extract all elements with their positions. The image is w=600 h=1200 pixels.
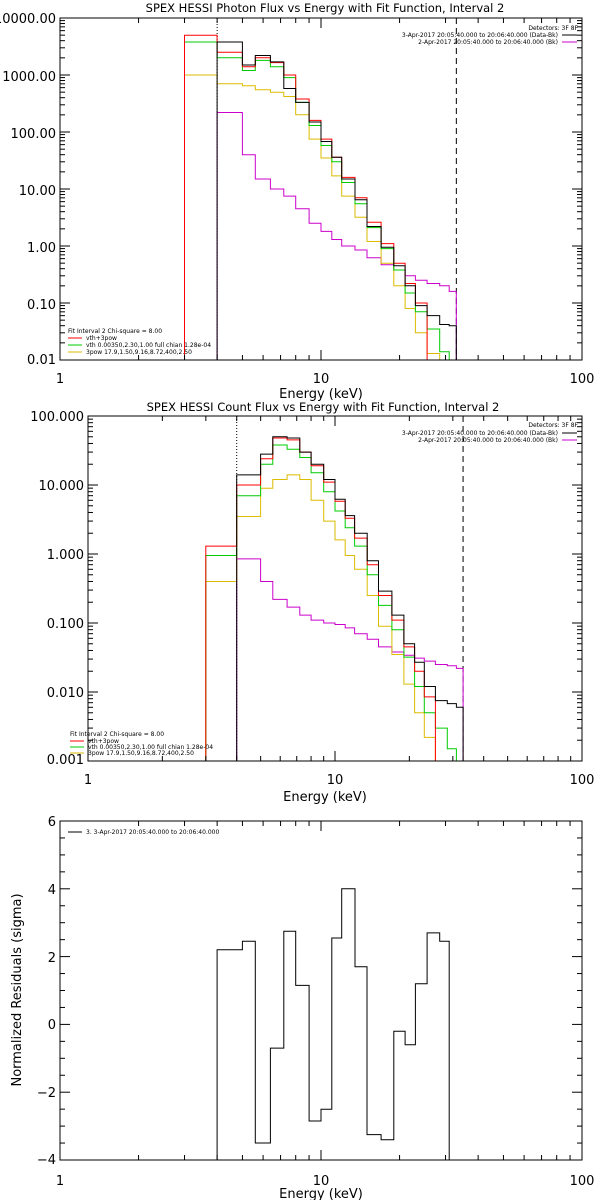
photon-flux-fit-label: vth+3pow — [86, 335, 117, 342]
count-flux-ytick-label: 1.000 — [47, 548, 84, 563]
photon-flux-ytick-label: 0.01 — [27, 353, 56, 368]
residuals-xtick-label: 1 — [56, 1174, 64, 1189]
count-flux-xtick-label: 1 — [84, 773, 92, 788]
count-flux-series-red — [205, 437, 436, 761]
photon-flux-series-green — [184, 41, 450, 360]
photon-flux-series-magenta — [216, 112, 457, 360]
count-flux-fit-label: 3pow 17.9,1.50,9.16,8.72,400,2.50 — [88, 750, 194, 757]
photon-flux-fit-label: 3pow 17.9,1.50,9.16,8.72,400,2.50 — [86, 349, 192, 356]
residuals-ticks — [59, 820, 583, 1161]
count-flux-series-green — [205, 444, 457, 761]
photon-flux-ytick-label: 100.00 — [11, 127, 57, 142]
photon-flux-ytick-label: 10.00 — [19, 184, 56, 199]
count-flux-series-yellow — [205, 474, 448, 762]
photon-flux-fit-header: Fit Interval 2 Chi-square = 8.00 — [68, 328, 162, 335]
photon-flux-ytick-label: 1000.00 — [2, 70, 56, 85]
count-flux-legend-bk: 2-Apr-2017 20:05:40.000 to 20:06:40.000 … — [418, 437, 558, 444]
photon-flux-legend-bk: 2-Apr-2017 20:05:40.000 to 20:06:40.000 … — [418, 39, 558, 46]
photon-flux-xtick-label: 1 — [56, 372, 64, 387]
residuals-xlabel: Energy (keV) — [279, 1187, 363, 1200]
photon-flux-series-red — [184, 34, 428, 360]
residuals-ylabel: Normalized Residuals (sigma) — [10, 893, 25, 1086]
count-flux-ytick-label: 0.100 — [47, 617, 84, 632]
photon-flux-plot-area — [184, 18, 457, 360]
photon-flux-legend-data: 3-Apr-2017 20:05:40.000 to 20:06:40.000 … — [402, 32, 558, 39]
residuals-plot-area — [216, 888, 457, 1161]
count-flux-plot-area — [205, 416, 464, 762]
residuals-legend-label: 3. 3-Apr-2017 20:05:40.000 to 20:06:40.0… — [86, 829, 219, 836]
residuals-ytick-label: 0 — [48, 1018, 56, 1033]
count-flux-fit-label: vth 0.00350,2.30,1.00 full chian 1.28e-0… — [88, 744, 213, 751]
residuals-ytick-label: 2 — [48, 951, 56, 966]
residuals-panel: 6 4 2 0 −2 −4 1 10 100 Energy (keV) Norm… — [10, 815, 594, 1200]
count-flux-frame — [87, 415, 583, 762]
count-flux-ytick-label: 0.001 — [47, 753, 84, 768]
count-flux-legend-data: 3-Apr-2017 20:05:40.000 to 20:06:40.000 … — [402, 430, 558, 437]
photon-flux-series-black — [216, 41, 457, 360]
count-flux-series-black — [236, 436, 464, 761]
photon-flux-series-yellow — [184, 74, 441, 360]
photon-flux-detectors: Detectors: 3F 8F — [528, 25, 578, 32]
count-flux-ytick-label: 100.000 — [30, 410, 84, 425]
residuals-series-black — [216, 888, 457, 1161]
photon-flux-panel: SPEX HESSI Photon Flux vs Energy with Fi… — [0, 1, 594, 402]
photon-flux-xlabel: Energy (keV) — [279, 387, 363, 402]
residuals-xtick-label: 100 — [570, 1174, 595, 1189]
count-flux-panel: SPEX HESSI Count Flux vs Energy with Fit… — [30, 400, 594, 805]
photon-flux-xtick-label: 10 — [313, 372, 330, 387]
photon-flux-frame — [59, 17, 583, 361]
count-flux-ticks — [87, 415, 583, 762]
count-flux-xtick-label: 10 — [327, 773, 344, 788]
count-flux-title: SPEX HESSI Count Flux vs Energy with Fit… — [147, 400, 500, 414]
residuals-xtick-label: 10 — [313, 1174, 330, 1189]
photon-flux-ytick-label: 1.00 — [27, 241, 56, 256]
residuals-ytick-label: 6 — [48, 815, 56, 830]
count-flux-series-magenta — [236, 558, 464, 761]
count-flux-xtick-label: 100 — [570, 773, 595, 788]
count-flux-ytick-label: 10.000 — [39, 479, 85, 494]
count-flux-detectors: Detectors: 3F 8F — [528, 422, 578, 429]
count-flux-ytick-label: 0.010 — [47, 686, 84, 701]
count-flux-fit-label: vth+3pow — [88, 738, 119, 745]
residuals-ytick-label: −4 — [37, 1153, 56, 1168]
photon-flux-ytick-label: 0.10 — [27, 298, 56, 313]
photon-flux-fit-label: vth 0.00350,2.30,1.00 full chian 1.28e-0… — [86, 342, 211, 349]
count-flux-fit-header: Fit Interval 2 Chi-square = 8.00 — [70, 731, 164, 738]
residuals-ytick-label: −2 — [37, 1086, 56, 1101]
count-flux-xlabel: Energy (keV) — [283, 790, 367, 805]
photon-flux-ytick-label: 10000.00 — [0, 12, 56, 27]
photon-flux-xtick-label: 100 — [570, 372, 595, 387]
residuals-ytick-label: 4 — [48, 883, 56, 898]
photon-flux-title: SPEX HESSI Photon Flux vs Energy with Fi… — [146, 1, 505, 15]
photon-flux-ticks — [59, 17, 583, 361]
